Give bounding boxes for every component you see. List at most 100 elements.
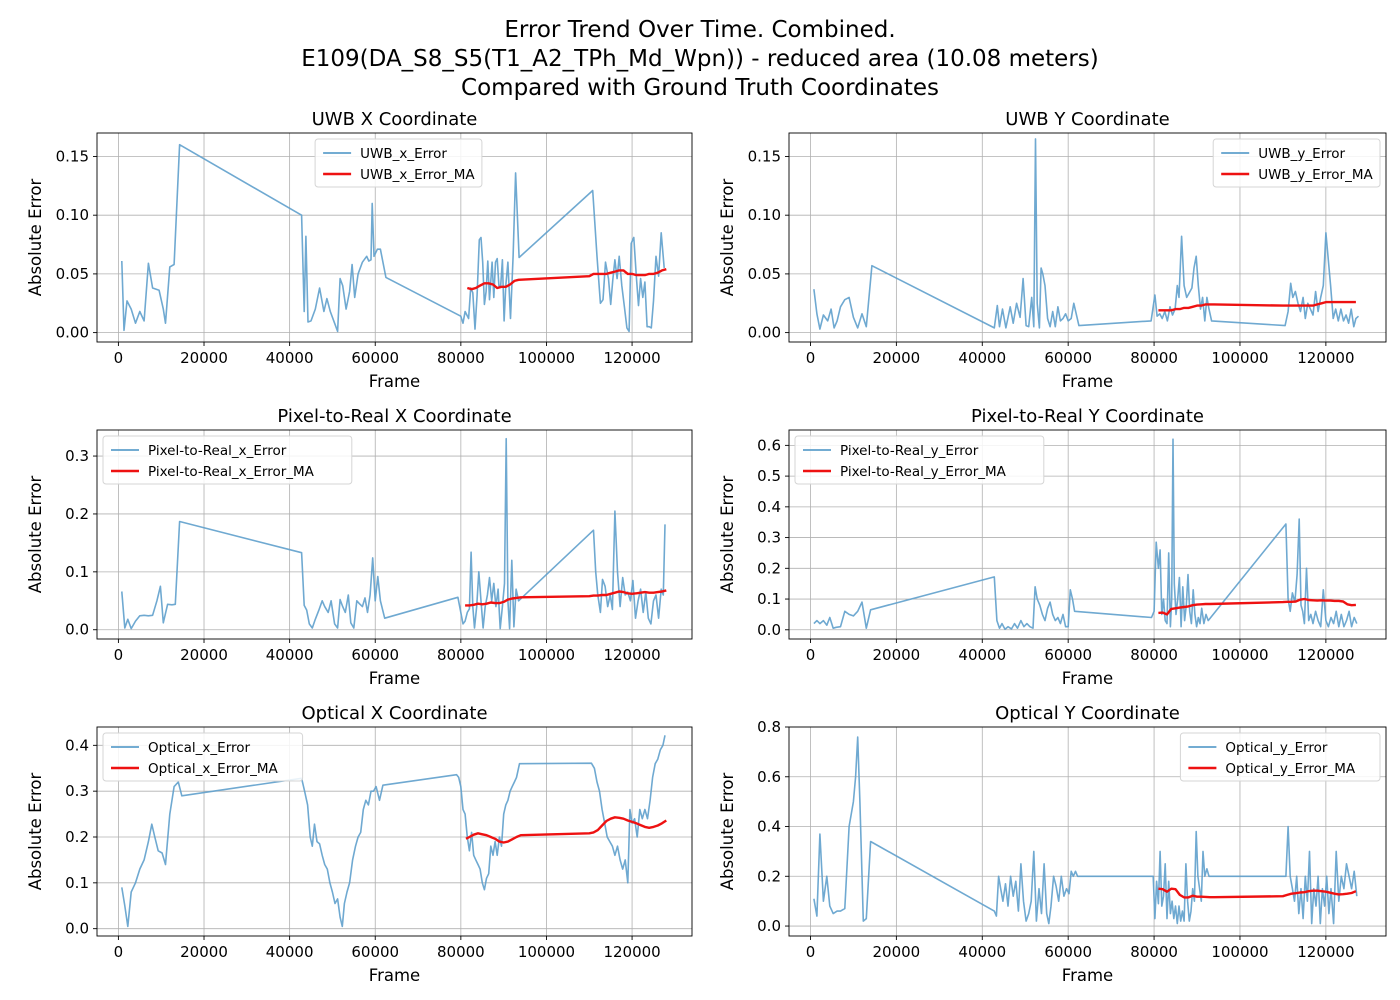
chart-5-ytick-label-2: 0.2	[65, 828, 89, 846]
chart-6-xtick-label-1: 20000	[873, 943, 921, 961]
chart-5-xtick-label-4: 80000	[437, 943, 485, 961]
chart-6-ylabel: Absolute Error	[718, 773, 737, 891]
chart-5-legend-label-0: Optical_x_Error	[148, 740, 251, 756]
chart-1: 0 20000 40000 60000 80000 100000 120000 0.00 0.0…	[26, 109, 693, 391]
chart-6-title: Optical Y Coordinate	[995, 703, 1180, 724]
chart-3-xtick-label-0: 0	[114, 646, 124, 664]
chart-6-series-Optical_y_Error_MA	[1158, 887, 1357, 899]
chart-6-ytick-label-1: 0.2	[757, 867, 781, 885]
chart-6-xtick-label-5: 100000	[1211, 943, 1268, 961]
chart-6: 0 20000 40000 60000 80000 100000 120000 0.0 0.2 0…	[718, 703, 1387, 985]
chart-4-ytick-label-3: 0.3	[757, 529, 781, 547]
chart-3-frame	[96, 429, 693, 640]
chart-2-legend: UWB_y_Error UWB_y_Error_MA	[1212, 138, 1381, 188]
chart-1-xtick-label-6: 120000	[603, 349, 660, 367]
chart-3-title: Pixel-to-Real X Coordinate	[277, 406, 511, 427]
chart-5-series-Optical_x_Error_MA	[465, 816, 667, 844]
chart-1-legend-label-1: UWB_x_Error_MA	[360, 167, 475, 183]
chart-5-xtick-label-2: 40000	[266, 943, 314, 961]
chart-4-series-Pixel-to-Real_y_Error_MA	[1158, 597, 1356, 616]
chart-1-xtick-label-0: 0	[114, 349, 124, 367]
figure-title-line-1: Error Trend Over Time. Combined.	[504, 17, 896, 43]
chart-1-ytick-label-2: 0.10	[56, 206, 89, 224]
chart-6-series-Optical_y_Error	[813, 736, 1358, 925]
chart-2: 0 20000 40000 60000 80000 100000 120000 0.00 0.0…	[718, 109, 1387, 391]
chart-4-legend-label-1: Pixel-to-Real_y_Error_MA	[840, 464, 1007, 480]
chart-2-xtick-label-4: 80000	[1130, 349, 1178, 367]
chart-6-legend-label-1: Optical_y_Error_MA	[1225, 761, 1355, 777]
chart-6-legend-box	[1179, 732, 1381, 782]
chart-4-ytick-label-0: 0.0	[757, 621, 781, 639]
chart-4-ytick-label-4: 0.4	[757, 498, 781, 516]
chart-5-xtick-label-0: 0	[114, 943, 124, 961]
chart-6-ytick-label-4: 0.8	[757, 718, 781, 736]
chart-1-ytick-label-0: 0.00	[56, 324, 89, 342]
chart-1-ytick-label-1: 0.05	[56, 265, 89, 283]
chart-4-xtick-label-4: 80000	[1130, 646, 1178, 664]
chart-1-xtick-label-2: 40000	[266, 349, 314, 367]
chart-3: 0 20000 40000 60000 80000 100000 120000 0.0 0.1 0…	[26, 406, 693, 688]
chart-5-ytick-label-0: 0.0	[65, 920, 89, 938]
chart-3-xtick-label-4: 80000	[437, 646, 485, 664]
chart-2-ytick-label-0: 0.00	[748, 324, 781, 342]
chart-4-legend: Pixel-to-Real_y_Error Pixel-to-Real_y_Err…	[794, 435, 1045, 485]
chart-1-ytick-label-3: 0.15	[56, 147, 89, 165]
chart-4-ytick-label-1: 0.1	[757, 590, 781, 608]
chart-4-legend-label-0: Pixel-to-Real_y_Error	[840, 443, 979, 459]
chart-2-ytick-label-3: 0.15	[748, 147, 781, 165]
chart-3-xtick-label-5: 100000	[518, 646, 575, 664]
chart-4-frame	[788, 429, 1387, 640]
chart-4-xtick-label-0: 0	[806, 646, 816, 664]
chart-5-legend: Optical_x_Error Optical_x_Error_MA	[102, 732, 304, 782]
chart-2-legend-label-1: UWB_y_Error_MA	[1258, 167, 1373, 183]
chart-4-xtick-label-5: 100000	[1211, 646, 1268, 664]
chart-4-title: Pixel-to-Real Y Coordinate	[971, 406, 1204, 427]
chart-4-xtick-label-6: 120000	[1297, 646, 1354, 664]
chart-2-ylabel: Absolute Error	[718, 179, 737, 297]
chart-4-xtick-label-1: 20000	[873, 646, 921, 664]
chart-5-ytick-label-1: 0.1	[65, 874, 89, 892]
chart-3-xlabel: Frame	[369, 669, 420, 688]
chart-4-xtick-label-3: 60000	[1044, 646, 1092, 664]
chart-1-frame	[96, 132, 693, 343]
figure-title-line-2: E109(DA_S8_S5(T1_A2_TPh_Md_Wpn)) - reduc…	[301, 46, 1099, 72]
chart-2-series-UWB_y_Error	[813, 138, 1360, 330]
chart-3-legend-label-1: Pixel-to-Real_x_Error_MA	[148, 464, 315, 480]
chart-1-ylabel: Absolute Error	[26, 179, 45, 297]
chart-3-legend: Pixel-to-Real_x_Error Pixel-to-Real_x_Err…	[102, 435, 353, 485]
chart-2-xtick-label-0: 0	[806, 349, 816, 367]
chart-2-xlabel: Frame	[1062, 372, 1113, 391]
chart-6-legend: Optical_y_Error Optical_y_Error_MA	[1179, 732, 1381, 782]
chart-6-xtick-label-2: 40000	[958, 943, 1006, 961]
chart-6-xtick-label-4: 80000	[1130, 943, 1178, 961]
chart-5-xtick-label-6: 120000	[603, 943, 660, 961]
chart-6-xtick-label-3: 60000	[1044, 943, 1092, 961]
chart-5-ytick-label-4: 0.4	[65, 736, 89, 754]
chart-6-ytick-label-2: 0.4	[757, 818, 781, 836]
chart-6-xtick-label-6: 120000	[1297, 943, 1354, 961]
chart-6-xtick-label-0: 0	[806, 943, 816, 961]
chart-1-xtick-label-4: 80000	[437, 349, 485, 367]
chart-2-series-UWB_y_Error_MA	[1158, 300, 1356, 312]
figure-title-line-3: Compared with Ground Truth Coordinates	[461, 75, 939, 101]
chart-1-legend-label-0: UWB_x_Error	[360, 146, 447, 162]
chart-2-legend-label-0: UWB_y_Error	[1258, 146, 1345, 162]
chart-1-xtick-label-3: 60000	[351, 349, 399, 367]
chart-5-xtick-label-1: 20000	[180, 943, 228, 961]
chart-6-xlabel: Frame	[1062, 966, 1113, 985]
chart-4: 0 20000 40000 60000 80000 100000 120000 0.0 0.1 0…	[718, 406, 1387, 688]
chart-5-xlabel: Frame	[369, 966, 420, 985]
chart-2-xtick-label-2: 40000	[958, 349, 1006, 367]
chart-3-legend-box	[102, 435, 353, 485]
chart-6-legend-label-0: Optical_y_Error	[1225, 740, 1328, 756]
chart-3-ytick-label-0: 0.0	[65, 621, 89, 639]
chart-2-ytick-label-2: 0.10	[748, 206, 781, 224]
chart-3-series-Pixel-to-Real_x_Error_MA	[465, 589, 667, 607]
chart-6-ytick-label-3: 0.6	[757, 768, 781, 786]
chart-2-ytick-label-1: 0.05	[748, 265, 781, 283]
chart-4-ytick-label-2: 0.2	[757, 559, 781, 577]
chart-4-ytick-label-6: 0.6	[757, 436, 781, 454]
chart-4-ylabel: Absolute Error	[718, 476, 737, 594]
chart-4-xtick-label-2: 40000	[958, 646, 1006, 664]
chart-1-legend: UWB_x_Error UWB_x_Error_MA	[314, 138, 483, 188]
